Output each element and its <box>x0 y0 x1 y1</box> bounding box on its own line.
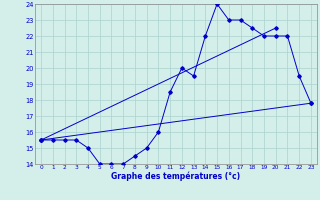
X-axis label: Graphe des températures (°c): Graphe des températures (°c) <box>111 172 241 181</box>
